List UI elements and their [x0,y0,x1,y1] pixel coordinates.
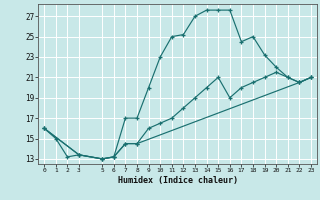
X-axis label: Humidex (Indice chaleur): Humidex (Indice chaleur) [118,176,238,185]
